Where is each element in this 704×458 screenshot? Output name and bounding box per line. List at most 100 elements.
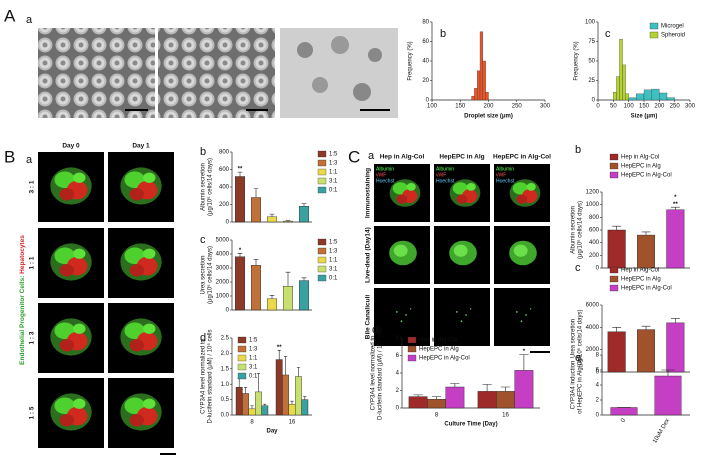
error-bar [285, 271, 291, 287]
error-bar [641, 325, 651, 330]
legend-label: HepEPC in Alg-Col [419, 356, 470, 362]
bar [471, 95, 475, 101]
y-tick-label: 2 [396, 388, 400, 394]
bar [288, 404, 296, 416]
spheroid [312, 77, 328, 93]
annotation: ** [673, 202, 678, 208]
y-tick-label: 2.0 [221, 351, 230, 357]
y-tick-label: 2000 [586, 347, 600, 353]
legend-swatch [237, 336, 247, 344]
error-bar [431, 396, 442, 400]
legend-swatch [407, 345, 417, 353]
legend-swatch [609, 266, 619, 274]
x-tick-label: 0 [596, 104, 600, 110]
side-label-part: Endothelial Progenitor Cells: [19, 274, 26, 365]
column-label: Day 1 [132, 143, 150, 150]
cells [120, 167, 162, 205]
y-tick-label: 800 [219, 150, 230, 156]
legend-swatch [317, 256, 327, 264]
row-label: 1 : 5 [29, 406, 36, 419]
y-tick-label: 8 [396, 336, 400, 342]
row-label: 1 : 3 [29, 331, 36, 344]
bar [445, 386, 465, 409]
micrographs-a [38, 28, 398, 118]
bar [636, 93, 645, 101]
bar [666, 209, 685, 269]
panel-label: a [26, 154, 33, 166]
y-tick-label: 4 [396, 371, 400, 377]
x-tick-label: 8 [435, 413, 439, 419]
legend-swatch [609, 171, 619, 179]
stain-label: vWF [436, 172, 446, 178]
legend-swatch [649, 22, 659, 30]
bar [637, 329, 656, 373]
x-axis-label: Day [266, 429, 278, 435]
y-axis-label: of HepEPC in Alg-Col [578, 356, 584, 413]
stain-label: Albumin [496, 166, 514, 172]
x-axis-label: Size (μm) [631, 114, 658, 120]
y-tick-label: 400 [219, 185, 230, 191]
legend-swatch [237, 363, 247, 371]
y-tick-label: 2.5 [221, 336, 230, 342]
bar [666, 97, 675, 101]
row-label: Immunostaining [365, 168, 372, 218]
bar [625, 93, 629, 101]
legend-swatch [407, 336, 417, 344]
legend-swatch [317, 168, 327, 176]
legend-swatch [237, 372, 247, 380]
y-tick-label: 0.5 [221, 397, 230, 403]
bar [616, 76, 620, 101]
legend-label: Hep in Alg-Col [621, 155, 659, 161]
legend-label: 1:5 [329, 240, 338, 246]
y-axis-label: CYP3A4 induction [571, 361, 577, 410]
bar [643, 89, 652, 101]
bar [295, 376, 302, 416]
y-tick-label: 600 [219, 167, 230, 173]
legend-swatch [237, 345, 247, 353]
stain-label: Albumin [376, 166, 394, 172]
bar [482, 60, 486, 101]
bar [477, 70, 481, 101]
bar [427, 399, 446, 409]
x-tick-label: 250 [670, 104, 681, 110]
panel-label: b [575, 144, 581, 156]
bar [299, 280, 310, 311]
bar [637, 234, 656, 269]
legend-label: 1:3 [249, 347, 258, 353]
x-tick-label: 150 [639, 104, 650, 110]
y-axis-label: Albumin secretion [571, 206, 577, 254]
legend-label: 1:1 [249, 356, 258, 362]
legend-swatch [317, 274, 327, 282]
y-tick-label: 2 [596, 398, 600, 404]
x-tick-label: 50 [610, 104, 617, 110]
bar [477, 391, 497, 409]
legend-swatch [609, 275, 619, 283]
stain-label: Hoechst [496, 178, 515, 184]
y-tick-label: 0 [596, 413, 600, 419]
y-tick-label: 600 [589, 228, 600, 234]
legend-swatch [609, 162, 619, 170]
bar [275, 359, 283, 416]
stain-label: vWF [376, 172, 386, 178]
image [494, 288, 550, 346]
y-tick-label: 0 [226, 220, 230, 226]
legend-label: 1:1 [329, 170, 338, 176]
legend-label: Microgel [661, 24, 684, 30]
y-tick-label: 1000 [586, 202, 600, 208]
y-tick-label: 80 [422, 20, 429, 26]
y-axis-label: Albumin secretion [201, 163, 207, 211]
stain-label: Hoechst [376, 178, 395, 184]
y-tick-label: 6 [596, 368, 600, 374]
stain-label: Albumin [436, 166, 454, 172]
y-axis-label: CYP3A4 level normalized to [371, 335, 377, 410]
panel-label: B [4, 147, 15, 166]
y-tick-label: 6000 [586, 303, 600, 309]
cells [509, 240, 537, 266]
bar [619, 39, 623, 101]
stain-label: vWF [496, 172, 506, 178]
legend-label: 1:5 [249, 338, 258, 344]
bar [242, 393, 249, 416]
legend-label: 1:5 [329, 152, 338, 158]
y-tick-label: 1.0 [221, 382, 230, 388]
